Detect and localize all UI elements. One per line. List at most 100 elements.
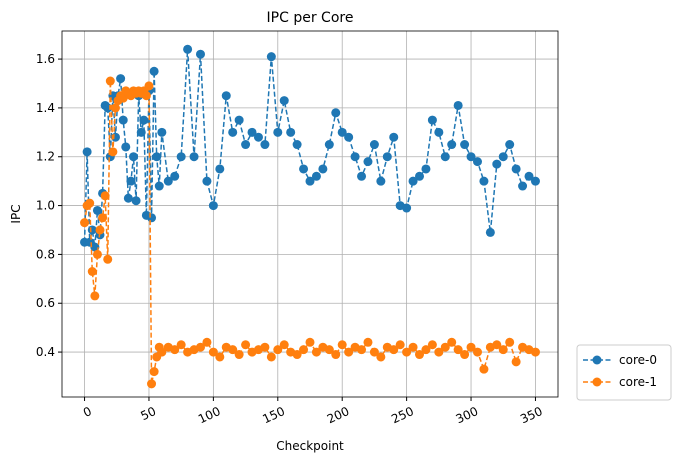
data-point bbox=[376, 352, 386, 362]
data-point bbox=[279, 340, 289, 350]
data-point bbox=[215, 352, 225, 362]
data-point bbox=[466, 342, 476, 352]
data-point bbox=[95, 225, 105, 235]
data-point bbox=[434, 127, 444, 137]
data-point bbox=[324, 345, 334, 355]
data-point bbox=[87, 225, 97, 235]
data-point bbox=[116, 74, 126, 84]
y-tick-label: 0.6 bbox=[36, 296, 55, 310]
data-point bbox=[479, 176, 489, 186]
data-point bbox=[369, 347, 379, 357]
data-point bbox=[408, 342, 418, 352]
data-point bbox=[90, 242, 100, 252]
data-point bbox=[447, 337, 457, 347]
data-point bbox=[382, 152, 392, 162]
data-point bbox=[110, 103, 120, 113]
plot-frame bbox=[61, 30, 559, 398]
data-point bbox=[228, 127, 238, 137]
data-point bbox=[221, 91, 231, 101]
data-point bbox=[498, 345, 508, 355]
data-point bbox=[402, 347, 412, 357]
data-point bbox=[402, 203, 412, 213]
y-tick-label: 1.0 bbox=[36, 199, 55, 213]
data-point bbox=[415, 171, 425, 181]
data-point bbox=[183, 44, 193, 54]
data-point bbox=[331, 108, 341, 118]
data-point bbox=[427, 115, 437, 125]
y-tick-label: 1.2 bbox=[36, 150, 55, 164]
data-point bbox=[163, 176, 173, 186]
data-point bbox=[228, 345, 238, 355]
data-point bbox=[131, 196, 141, 206]
data-point bbox=[241, 140, 251, 150]
data-point bbox=[305, 176, 315, 186]
chart-title: IPC per Core bbox=[267, 10, 354, 26]
data-point bbox=[105, 76, 115, 86]
data-point bbox=[157, 347, 167, 357]
data-point bbox=[141, 91, 151, 101]
data-point bbox=[447, 140, 457, 150]
data-point bbox=[108, 147, 118, 157]
data-point bbox=[100, 191, 110, 201]
data-point bbox=[286, 127, 296, 137]
data-point bbox=[472, 347, 482, 357]
data-point bbox=[92, 249, 102, 259]
data-point bbox=[453, 345, 463, 355]
data-point bbox=[195, 342, 205, 352]
data-point bbox=[434, 347, 444, 357]
data-point bbox=[299, 164, 309, 174]
data-point bbox=[85, 198, 95, 208]
x-axis-label: Checkpoint bbox=[276, 439, 344, 453]
data-point bbox=[299, 345, 309, 355]
data-point bbox=[157, 127, 167, 137]
data-point bbox=[208, 347, 218, 357]
data-point bbox=[126, 176, 136, 186]
data-point bbox=[279, 96, 289, 106]
data-point bbox=[530, 347, 540, 357]
data-point bbox=[421, 164, 431, 174]
data-point bbox=[87, 267, 97, 277]
data-point bbox=[136, 127, 146, 137]
data-point bbox=[318, 164, 328, 174]
data-point bbox=[292, 140, 302, 150]
y-tick-label: 0.4 bbox=[36, 345, 55, 359]
data-point bbox=[363, 157, 373, 167]
data-point bbox=[357, 345, 367, 355]
data-point bbox=[273, 127, 283, 137]
x-tick-label: 250 bbox=[389, 404, 416, 426]
data-point bbox=[121, 142, 131, 152]
data-point bbox=[331, 350, 341, 360]
data-point bbox=[90, 291, 100, 301]
data-point bbox=[511, 357, 521, 367]
data-point bbox=[492, 159, 502, 169]
data-point bbox=[479, 364, 489, 374]
data-point bbox=[350, 152, 360, 162]
data-point bbox=[311, 171, 321, 181]
data-point bbox=[82, 147, 92, 157]
data-point bbox=[154, 181, 164, 191]
x-tick-label: 100 bbox=[196, 404, 223, 426]
data-point bbox=[118, 115, 128, 125]
x-tick-label: 0 bbox=[81, 404, 94, 420]
data-point bbox=[440, 342, 450, 352]
data-point bbox=[260, 140, 270, 150]
data-point bbox=[202, 337, 212, 347]
legend-label: core-0 bbox=[619, 353, 657, 367]
y-tick-label: 1.6 bbox=[36, 52, 55, 66]
data-point bbox=[311, 347, 321, 357]
data-point bbox=[195, 49, 205, 59]
data-point bbox=[260, 342, 270, 352]
data-point bbox=[389, 345, 399, 355]
data-point bbox=[530, 176, 540, 186]
data-point bbox=[389, 132, 399, 142]
data-point bbox=[170, 171, 180, 181]
data-point bbox=[149, 367, 159, 377]
data-point bbox=[215, 164, 225, 174]
data-point bbox=[395, 340, 405, 350]
x-tick-label: 150 bbox=[260, 404, 287, 426]
data-point bbox=[421, 345, 431, 355]
data-point bbox=[147, 213, 157, 223]
data-point bbox=[518, 181, 528, 191]
